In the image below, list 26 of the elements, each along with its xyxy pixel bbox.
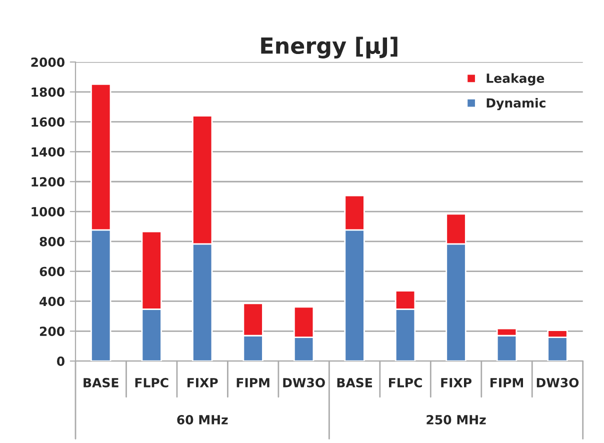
- y-tick-label: 1200: [32, 177, 64, 187]
- text: 250 MHz: [426, 415, 486, 424]
- x-tick-label: BASE: [337, 378, 372, 388]
- x-tick-label: DW3O: [536, 378, 579, 388]
- y-tick-label: 2000: [31, 57, 64, 67]
- y-tick-label: 1600: [32, 117, 64, 127]
- x-tick-label: FIPM: [236, 378, 270, 388]
- y-tick-label: 600: [40, 266, 64, 276]
- y-tick-label: 1400: [32, 147, 64, 157]
- x-tick-label: FIXP: [441, 378, 472, 388]
- text: 60 MHz: [177, 415, 228, 424]
- x-tick-label: BASE: [84, 378, 118, 388]
- x-tick-label: FLPC: [135, 378, 168, 388]
- x-tick-label: DW3O: [283, 378, 325, 388]
- y-tick-label: 1800: [32, 87, 64, 97]
- y-tick-label: 200: [40, 326, 64, 336]
- chart-title: Energy [μJ]: [261, 36, 398, 58]
- y-tick-label: 400: [40, 296, 64, 306]
- y-tick-label: 0: [56, 356, 64, 366]
- legend-label: Leakage: [486, 73, 544, 86]
- y-tick-label: 1000: [32, 207, 64, 216]
- x-tick-label: FLPC: [389, 378, 422, 388]
- x-tick-label: FIXP: [187, 378, 218, 388]
- y-tick-label: 800: [40, 236, 64, 246]
- x-tick-label: FIPM: [490, 378, 523, 388]
- legend-label: Dynamic: [486, 98, 546, 110]
